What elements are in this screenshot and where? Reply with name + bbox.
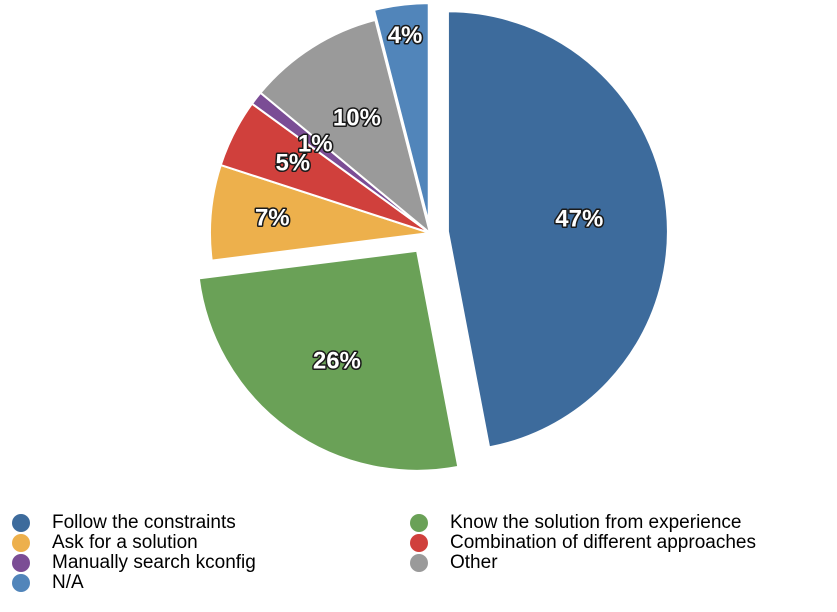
pie-slice-know-the-solution-from-experience [197,249,460,472]
legend-label: Follow the constraints [52,512,236,533]
legend-swatch [12,534,30,552]
pie-slice-follow-the-constraints [446,10,669,449]
legend-label: Ask for a solution [52,532,198,553]
slice-label: 26% [313,348,361,375]
slice-label: 7% [255,205,290,232]
legend-item: Know the solution from experience [410,512,742,534]
slice-label: 5% [275,150,310,177]
pie-slice-other [259,18,432,236]
slice-label: 4% [388,22,423,49]
legend-swatch [12,514,30,532]
slice-label: 10% [333,104,381,131]
legend-swatch [410,534,428,552]
legend-label: N/A [52,572,84,593]
slice-label: 47% [555,205,603,232]
slice-label: 1% [298,131,333,158]
legend-item: Combination of different approaches [410,532,756,554]
legend-item: Other [410,552,498,574]
legend-label: Know the solution from experience [450,512,742,533]
legend-swatch [410,554,428,572]
pie-slice-n-a [372,2,430,224]
legend-item: N/A [12,572,84,594]
legend-item: Ask for a solution [12,532,198,554]
legend-swatch [410,514,428,532]
legend-label: Manually search kconfig [52,552,256,573]
pie-chart-svg: 47% 26% 7% 5%1%10% 4% [197,2,669,472]
legend-swatch [12,554,30,572]
legend-item: Follow the constraints [12,512,236,534]
legend-item: Manually search kconfig [12,552,256,574]
legend-label: Combination of different approaches [450,532,756,553]
legend-label: Other [450,552,498,573]
legend-swatch [12,574,30,592]
